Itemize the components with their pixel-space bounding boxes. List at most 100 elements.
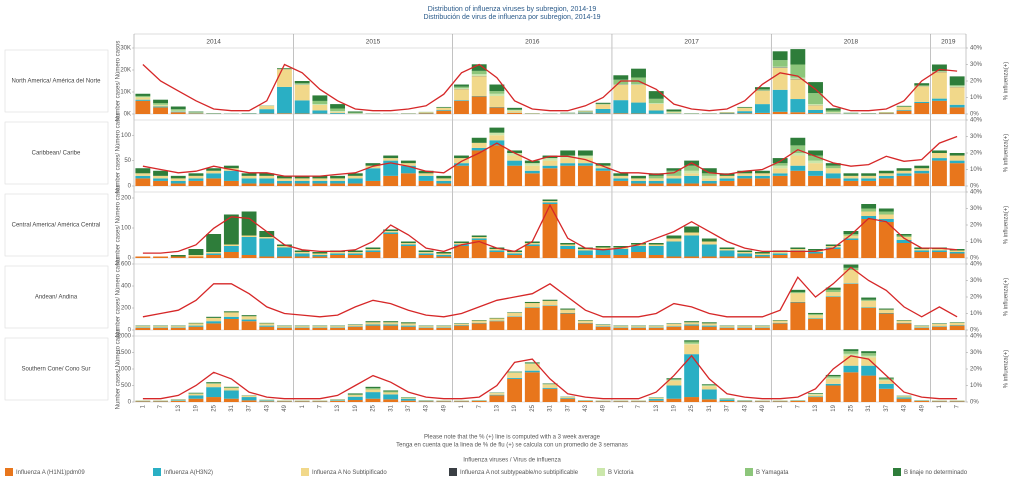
bar-segment: [188, 111, 204, 113]
bar-segment: [648, 400, 664, 402]
bar-segment: [542, 160, 558, 166]
bar-segment: [454, 88, 469, 89]
y2-tick-label: 40%: [970, 118, 983, 124]
bar-segment: [347, 112, 363, 114]
bar-segment: [418, 112, 434, 113]
bar-segment: [790, 112, 806, 114]
bar-segment: [631, 180, 646, 184]
bar-segment: [524, 173, 540, 186]
x-tick-label: 13: [176, 404, 182, 411]
bar-segment: [188, 325, 204, 327]
bar-segment: [737, 250, 753, 252]
bar-segment: [418, 252, 434, 254]
x-tick-label: 31: [548, 404, 554, 411]
bar-segment: [577, 163, 593, 166]
bar-segment: [560, 398, 576, 399]
bar-segment: [436, 327, 452, 328]
bar-segment: [454, 86, 469, 89]
bar-segment: [560, 398, 576, 402]
bar-segment: [825, 378, 841, 384]
bar-segment: [790, 155, 806, 166]
bar-segment: [312, 183, 328, 186]
legend-label: Influenza A (H1N1)pdm09: [16, 470, 85, 476]
bar-segment: [489, 395, 505, 402]
bar-segment: [932, 153, 947, 159]
bar-segment: [613, 255, 629, 258]
bar-segment: [223, 252, 239, 258]
bar-segment: [843, 351, 859, 354]
bar-segment: [294, 325, 310, 327]
bar-segment: [878, 309, 894, 313]
bar-segment: [949, 76, 965, 86]
bar-segment: [896, 320, 912, 321]
bar-segment: [701, 386, 717, 390]
bar-segment: [896, 323, 912, 330]
bar-segment: [542, 387, 558, 389]
bar-segment: [330, 327, 346, 330]
y-tick-label: 100: [121, 133, 132, 139]
bar-segment: [719, 112, 735, 114]
bar-segment: [825, 163, 841, 166]
bar-segment: [737, 325, 753, 327]
bar-segment: [737, 106, 753, 108]
bar-segment: [914, 249, 930, 251]
bar-segment: [896, 106, 912, 111]
bar-segment: [560, 158, 576, 164]
legend-label: Influenza A(H3N2): [164, 470, 213, 476]
bar-segment: [719, 327, 735, 328]
bar-segment: [595, 401, 611, 402]
bar-segment: [330, 326, 346, 328]
bar-segment: [613, 327, 629, 328]
bar-segment: [507, 378, 523, 402]
bar-segment: [613, 113, 629, 114]
bar-segment: [135, 95, 151, 98]
bar-segment: [949, 85, 965, 87]
bar-segment: [135, 175, 151, 179]
bar-segment: [383, 232, 399, 234]
bar-segment: [595, 165, 611, 169]
bar-segment: [932, 401, 947, 402]
bar-segment: [684, 175, 700, 184]
y-axis-label: Number cases/ Número casos: [116, 113, 122, 194]
y-tick-label: 10K: [120, 90, 131, 96]
bar-segment: [648, 255, 664, 258]
bar-segment: [347, 250, 363, 252]
bar-segment: [383, 325, 399, 330]
bar-segment: [843, 365, 859, 373]
bar-segment: [808, 396, 823, 398]
bar-segment: [170, 183, 186, 186]
bar-segment: [666, 378, 682, 380]
bar-segment: [436, 106, 452, 108]
bar-segment: [861, 297, 877, 300]
bar-segment: [312, 256, 328, 258]
bar-segment: [684, 232, 700, 236]
bar-segment: [454, 325, 469, 326]
bar-segment: [861, 219, 877, 258]
bar-segment: [666, 256, 682, 258]
bar-segment: [949, 325, 965, 326]
bar-segment: [330, 325, 346, 327]
bar-segment: [878, 211, 894, 215]
bar-segment: [542, 388, 558, 402]
bar-segment: [701, 241, 717, 245]
bar-segment: [524, 243, 540, 245]
bar-segment: [684, 183, 700, 186]
bar-segment: [843, 372, 859, 402]
bar-segment: [489, 93, 505, 96]
bar-segment: [560, 249, 576, 258]
bar-segment: [312, 104, 328, 105]
bar-segment: [170, 180, 186, 184]
bar-segment: [914, 86, 930, 102]
bar-segment: [259, 109, 275, 114]
bar-segment: [153, 107, 168, 114]
bar-segment: [507, 372, 523, 378]
bar-segment: [400, 400, 416, 402]
bar-segment: [648, 327, 664, 328]
bar-segment: [206, 397, 222, 402]
bar-segment: [949, 401, 965, 402]
bar-segment: [471, 142, 487, 148]
bar-segment: [277, 68, 292, 69]
bar-segment: [914, 101, 930, 103]
bar-segment: [878, 377, 894, 379]
bar-segment: [365, 250, 381, 252]
